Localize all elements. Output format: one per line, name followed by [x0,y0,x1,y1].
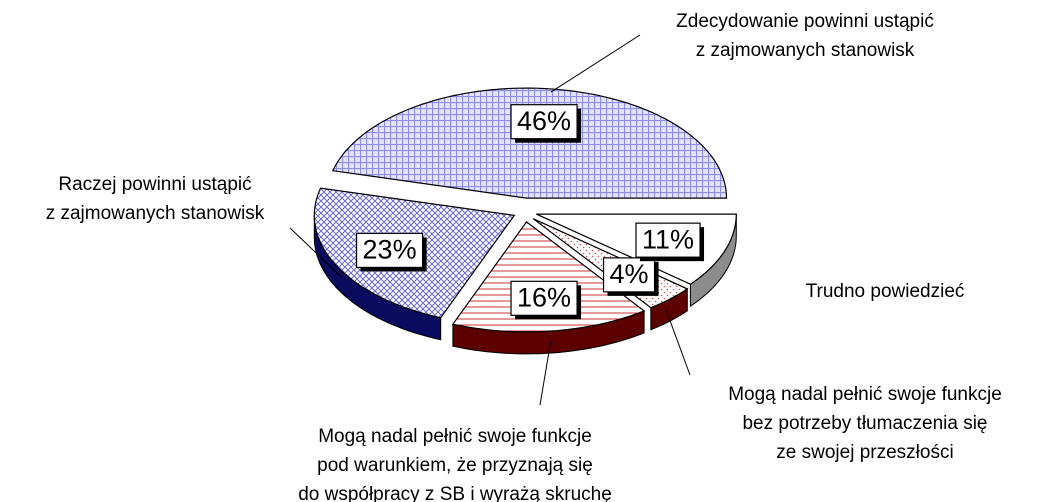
value-label: 23% [355,232,427,272]
category-label: Mogą nadal pełnić swoje funkcje bez potrz… [728,384,1002,463]
value-label-text: 11% [642,224,694,254]
value-label: 4% [602,257,659,296]
category-label: Trudno powiedzieć [806,281,965,302]
leader-line [289,227,342,278]
value-label: 46% [510,104,582,143]
slice [451,221,646,333]
value-label-text: 46% [517,106,571,136]
value-label-text: 16% [517,282,571,312]
leader-line [539,340,552,406]
leader-line [550,34,641,93]
category-label: Mogą nadal pełnić swoje funkcje pod warun… [298,426,612,502]
value-label: 16% [510,280,582,320]
value-label: 11% [635,222,705,262]
value-label-text: 23% [363,235,417,265]
category-label: Zdecydowanie powinni ustąpić z zajmowanyc… [676,11,934,61]
leader-line [665,309,691,376]
category-label: Raczej powinni ustąpić z zajmowanych stan… [46,174,265,224]
slice [331,87,728,199]
value-label-text: 4% [610,259,649,289]
